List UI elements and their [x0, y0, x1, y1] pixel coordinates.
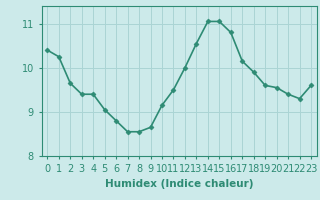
X-axis label: Humidex (Indice chaleur): Humidex (Indice chaleur) — [105, 179, 253, 189]
